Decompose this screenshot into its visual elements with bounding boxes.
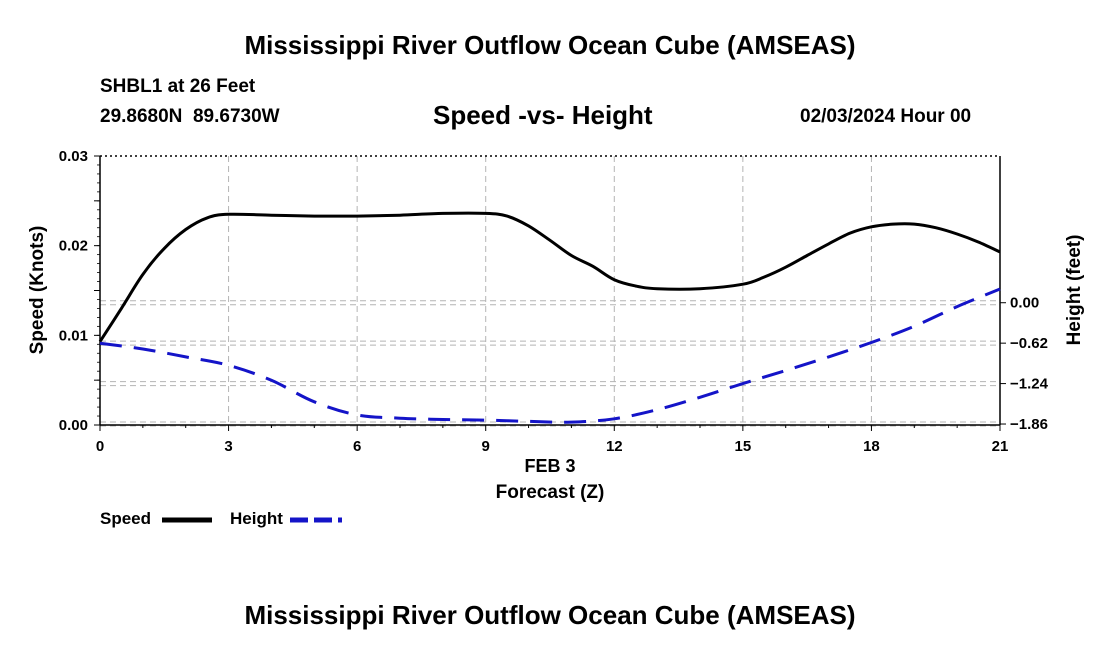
y-right-tick-label: −1.86	[1010, 416, 1048, 433]
chart-title-bottom: Mississippi River Outflow Ocean Cube (AM…	[244, 600, 856, 630]
x-tick-label: 21	[992, 438, 1009, 455]
y-left-tick-label: 0.03	[59, 148, 88, 165]
y-left-tick-label: 0.02	[59, 238, 88, 255]
y-right-tick-label: 0.00	[1010, 295, 1039, 312]
coordinates-label: 29.8680N 89.6730W	[100, 106, 280, 127]
station-label: SHBL1 at 26 Feet	[100, 76, 256, 97]
legend-speed-label: Speed	[100, 509, 152, 528]
x-tick-label: 9	[482, 438, 490, 455]
series-line-height	[99, 287, 1001, 424]
chart-subtitle: Speed -vs- Height	[433, 100, 653, 130]
date-label: FEB 3	[524, 456, 576, 476]
x-tick-label: 3	[224, 438, 232, 455]
legend-height-label: Height	[230, 509, 283, 528]
x-tick-label: 18	[863, 438, 880, 455]
y-right-tick-label: −1.24	[1010, 376, 1049, 393]
x-tick-label: 12	[606, 438, 623, 455]
x-tick-label: 6	[353, 438, 361, 455]
chart-title-top: Mississippi River Outflow Ocean Cube (AM…	[244, 30, 856, 60]
x-tick-label: 0	[96, 438, 104, 455]
x-axis-label: Forecast (Z)	[495, 482, 605, 503]
datetime-label: 02/03/2024 Hour 00	[800, 106, 972, 127]
y-left-tick-label: 0.00	[59, 417, 88, 434]
y-axis-right-label: Height (feet)	[1064, 234, 1085, 346]
y-axis-left-label: Speed (Knots)	[27, 225, 48, 355]
x-tick-label: 15	[735, 438, 752, 455]
y-left-tick-label: 0.01	[59, 327, 88, 344]
series-line-speed	[98, 211, 1001, 343]
y-right-tick-label: −0.62	[1010, 335, 1048, 352]
